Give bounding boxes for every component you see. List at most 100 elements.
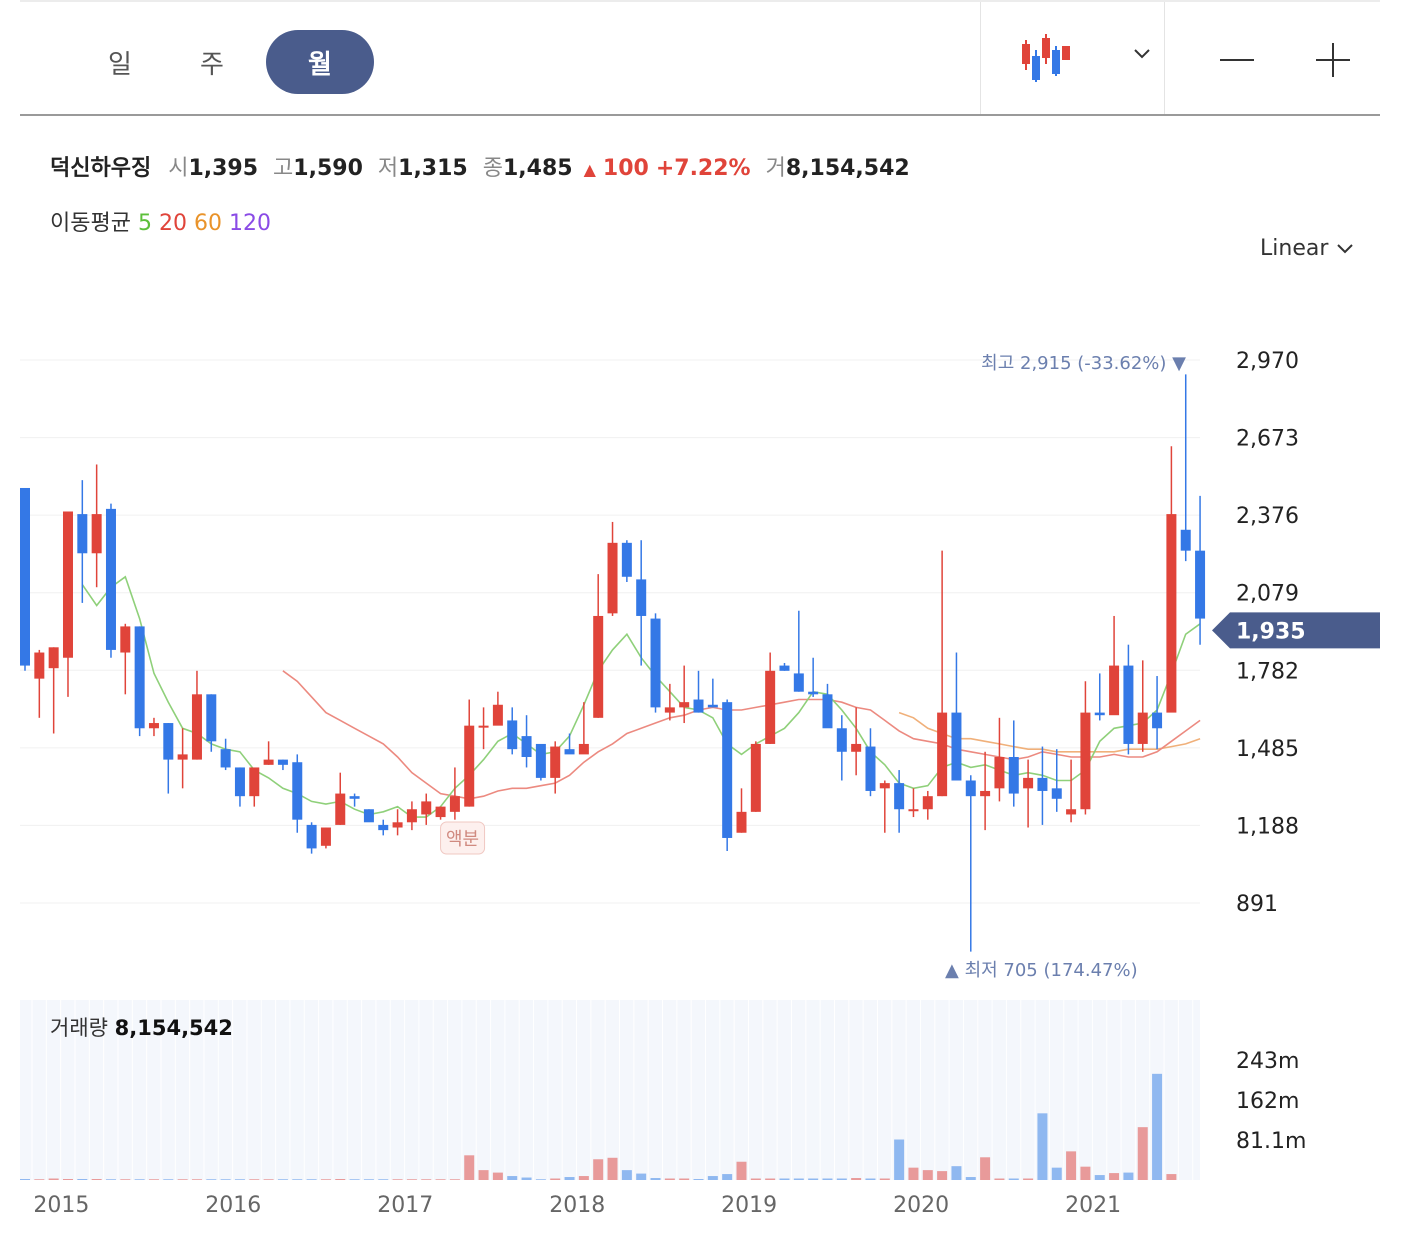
candle-body: [779, 665, 790, 671]
volume-bar: [148, 1179, 159, 1180]
candle-body: [77, 514, 88, 554]
volume-bar: [177, 1179, 188, 1180]
x-axis-bg: [20, 1180, 1200, 1238]
volume-bar: [1008, 1178, 1019, 1180]
candle-body: [392, 822, 403, 828]
minus-icon[interactable]: [1208, 32, 1264, 88]
candle-body: [650, 618, 661, 708]
volume-bar: [306, 1179, 317, 1180]
candle-body: [593, 615, 604, 718]
candle-body: [1166, 514, 1177, 713]
tab-week[interactable]: 주: [200, 49, 224, 80]
candle-body: [449, 796, 460, 812]
volume-bar: [20, 1179, 30, 1180]
volume-bar: [707, 1176, 718, 1180]
scale-selector[interactable]: Linear: [1260, 236, 1355, 261]
candle-body: [621, 542, 632, 577]
volume-bar: [750, 1178, 761, 1180]
tab-day[interactable]: 일: [108, 49, 132, 80]
volume-bar: [120, 1179, 131, 1180]
volume-bar: [1152, 1073, 1163, 1180]
volume-bar: [535, 1179, 546, 1180]
ma20-label[interactable]: 20: [158, 211, 187, 236]
volume-bar: [722, 1174, 733, 1180]
candle-body: [62, 511, 73, 658]
candle-body: [1152, 712, 1163, 729]
candle-body: [679, 702, 690, 708]
candle-body: [1137, 712, 1148, 744]
volume-bar: [234, 1179, 245, 1180]
volume-bar: [980, 1157, 991, 1180]
volume-label: 거: [765, 156, 786, 181]
y-tick-label: 1,485: [1236, 737, 1299, 762]
ma120-label[interactable]: 120: [228, 211, 271, 236]
volume-bar: [578, 1176, 589, 1180]
volume-bar: [464, 1155, 475, 1180]
volume-bar: [77, 1179, 88, 1180]
volume-bar: [922, 1170, 933, 1180]
candle-body: [908, 809, 919, 812]
candle-body: [1037, 777, 1048, 791]
ma5-label[interactable]: 5: [137, 211, 152, 236]
volume-bar: [406, 1179, 417, 1180]
volume-bar: [521, 1177, 532, 1180]
ma60-label[interactable]: 60: [193, 211, 222, 236]
up-arrow-icon: ▲: [583, 160, 596, 179]
ma-label: 이동평균: [50, 211, 131, 236]
candle-body: [91, 514, 102, 554]
volume-tick-label: 81.1m: [1236, 1129, 1306, 1154]
tab-month[interactable]: 월: [266, 30, 374, 94]
volume-bar: [363, 1179, 374, 1180]
volume-bar: [636, 1173, 647, 1180]
volume-bar: [507, 1176, 518, 1180]
plus-icon[interactable]: [1306, 32, 1362, 88]
candle-body: [980, 790, 991, 797]
volume-bar: [1166, 1174, 1177, 1180]
candle-body: [507, 720, 518, 750]
volume-panel-title: 거래량: [50, 1016, 108, 1040]
candle-body: [435, 806, 446, 818]
volume-bar: [421, 1179, 432, 1180]
volume-bar: [951, 1166, 962, 1180]
volume-bar: [249, 1179, 260, 1180]
candle-body: [793, 673, 804, 692]
stock-name: 덕신하우징: [50, 156, 152, 181]
volume-bar: [349, 1179, 360, 1180]
candle-body: [1123, 665, 1134, 744]
candle-body: [421, 801, 432, 815]
volume-tick-label: 162m: [1236, 1089, 1299, 1114]
low-value: 1,315: [398, 156, 468, 181]
candle-body: [894, 783, 905, 810]
moving-average-legend: 이동평균 5 20 60 120: [50, 205, 271, 237]
candle-body: [765, 670, 776, 744]
volume-bar: [1023, 1178, 1034, 1180]
candle-body: [48, 647, 59, 669]
volume-bar: [105, 1179, 116, 1180]
candle-body: [492, 704, 503, 726]
volume-bar: [865, 1178, 876, 1180]
x-tick-label: 2017: [377, 1193, 433, 1218]
volume-bar: [292, 1179, 303, 1180]
chevron-down-icon[interactable]: [1132, 42, 1152, 66]
candle-body: [20, 487, 30, 666]
candle-body: [922, 796, 933, 810]
y-tick-label: 2,079: [1236, 582, 1299, 607]
candle-body: [636, 579, 647, 616]
volume-bar: [1080, 1166, 1091, 1180]
volume-bar: [607, 1157, 618, 1180]
candle-body: [34, 652, 45, 679]
candlestick-icon[interactable]: [1018, 32, 1082, 88]
ma60-line: [898, 711, 1201, 753]
candle-body: [249, 767, 260, 797]
low-label: 저: [377, 156, 399, 181]
volume-panel-label: 거래량 8,154,542: [50, 1012, 233, 1042]
volume-bar: [765, 1178, 776, 1180]
candle-body: [865, 746, 876, 791]
y-tick-label: 1,782: [1236, 659, 1299, 684]
volume-bar: [693, 1179, 704, 1180]
toolbar-divider: [1164, 2, 1165, 114]
volume-bar: [564, 1177, 575, 1180]
x-tick-label: 2021: [1065, 1193, 1121, 1218]
volume-bar: [1037, 1113, 1048, 1180]
